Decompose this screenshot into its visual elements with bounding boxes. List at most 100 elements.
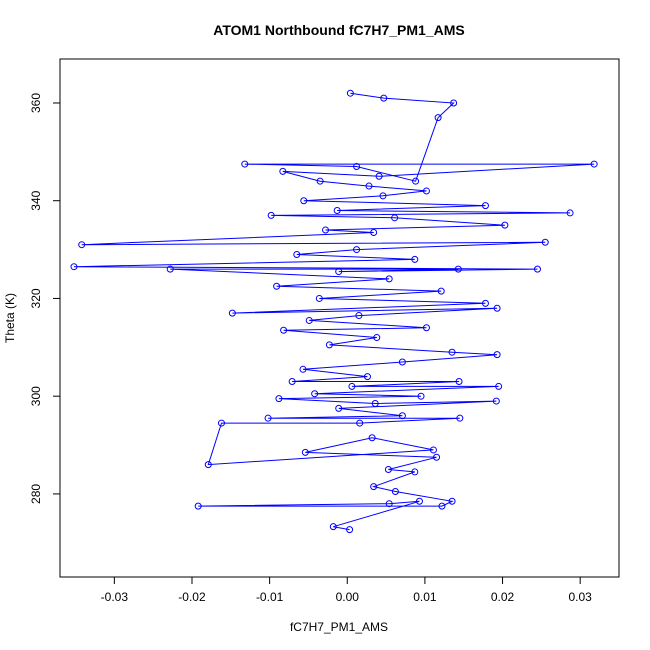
data-point [217,419,225,427]
data-point [264,414,272,422]
data-point [370,228,378,236]
data-point [333,206,341,214]
data-point [305,316,313,324]
y-tick-label: 360 [29,93,43,113]
y-axis: 280 300 320 340 360 [29,93,60,504]
data-point [365,182,373,190]
data-point [228,309,236,317]
data-point [353,246,361,254]
data-point [411,255,419,263]
data-point [346,89,354,97]
data-point [370,483,378,491]
data-point [355,312,363,320]
y-tick-label: 340 [29,190,43,210]
data-point [437,287,445,295]
data-point [450,99,458,107]
data-point [273,282,281,290]
data-point [300,197,308,205]
data-point [533,265,541,273]
x-axis: -0.03 -0.02 -0.01 0.00 0.01 0.02 0.03 [101,577,593,604]
data-point [353,163,361,171]
data-point [356,419,364,427]
data-point [194,502,202,510]
data-point [385,275,393,283]
series-layer [70,89,598,534]
data-point [438,502,446,510]
data-point [275,395,283,403]
data-point [280,326,288,334]
x-tick-label: -0.02 [178,590,206,604]
data-point [455,378,463,386]
data-point [422,324,430,332]
x-axis-label: fC7H7_PM1_AMS [290,620,388,634]
data-point [417,392,425,400]
data-point [398,358,406,366]
data-point [368,434,376,442]
data-point [379,192,387,200]
data-point [415,497,423,505]
data-point [433,453,441,461]
plot-frame [59,58,620,578]
series-line [73,92,595,531]
x-tick-label: -0.01 [256,590,284,604]
data-point [311,390,319,398]
data-point [315,294,323,302]
data-point [267,211,275,219]
data-point [429,446,437,454]
data-point [363,373,371,381]
x-tick-label: 0.00 [336,590,360,604]
data-point [590,160,598,168]
data-point [456,414,464,422]
data-point [384,465,392,473]
data-point [422,187,430,195]
y-tick-label: 320 [29,288,43,308]
data-point [316,177,324,185]
data-point [348,382,356,390]
data-point [391,487,399,495]
data-point [301,448,309,456]
data-point [411,468,419,476]
x-tick-label: 0.03 [569,590,593,604]
data-point [566,209,574,217]
data-point [335,404,343,412]
data-point [501,221,509,229]
data-point [385,500,393,508]
data-point [70,263,78,271]
data-point [495,382,503,390]
data-point [241,160,249,168]
data-point [204,461,212,469]
data-point [398,412,406,420]
y-tick-label: 280 [29,484,43,504]
data-point [325,341,333,349]
data-point [454,265,462,273]
data-point [335,268,343,276]
data-point [371,400,379,408]
data-point [434,114,442,122]
data-point [448,348,456,356]
chart-title: ATOM1 Northbound fC7H7_PM1_AMS [213,22,465,38]
x-tick-label: 0.01 [413,590,437,604]
data-point [481,202,489,210]
data-point [373,334,381,342]
data-point [346,526,354,534]
data-point [448,497,456,505]
x-tick-label: -0.03 [101,590,129,604]
data-point [375,172,383,180]
y-axis-label: Theta (K) [3,293,17,343]
data-point [380,94,388,102]
data-point [293,250,301,258]
data-point [412,177,420,185]
x-tick-label: 0.02 [491,590,515,604]
data-point [78,241,86,249]
data-point [322,226,330,234]
data-point [481,299,489,307]
data-point [279,167,287,175]
data-point [288,378,296,386]
data-point [541,238,549,246]
data-point [391,214,399,222]
data-point [493,304,501,312]
y-tick-label: 300 [29,386,43,406]
data-point [166,265,174,273]
data-point [299,365,307,373]
